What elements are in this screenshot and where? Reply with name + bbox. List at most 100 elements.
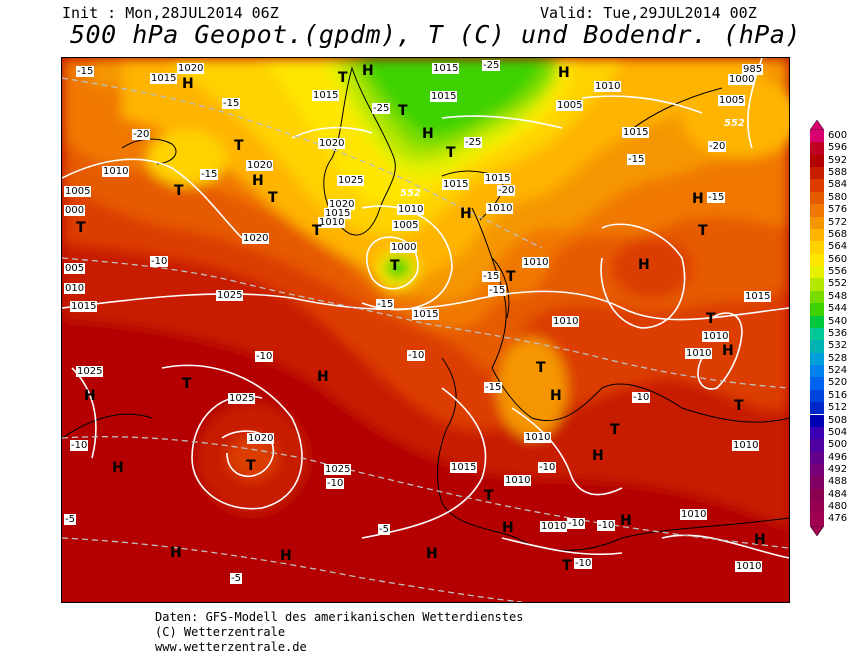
legend-value: 532 <box>828 340 848 352</box>
isobar-label: 1010 <box>397 204 425 215</box>
legend-value: 488 <box>828 476 848 488</box>
low-pressure-marker: T <box>734 398 744 414</box>
legend-value: 596 <box>828 142 848 154</box>
isobar-label: 1015 <box>150 73 178 84</box>
legend-swatch <box>810 204 824 217</box>
isobar-label: 1010 <box>318 217 346 228</box>
isotherm-label: -15 <box>627 154 646 165</box>
isobar-label: 1015 <box>412 309 440 320</box>
isotherm-label: -10 <box>255 351 274 362</box>
isotherm-label: -10 <box>632 392 651 403</box>
isotherm-label: -25 <box>464 137 483 148</box>
legend-value: 592 <box>828 154 848 166</box>
isotherm-label: -10 <box>407 350 426 361</box>
isobar-label: 010 <box>64 283 86 294</box>
isotherm-label: -15 <box>222 98 241 109</box>
high-pressure-marker: H <box>460 206 472 222</box>
isobar-label: 1025 <box>324 464 352 475</box>
legend-value: 556 <box>828 266 848 278</box>
isotherm-label: -15 <box>482 271 501 282</box>
isobar-label: 1020 <box>328 199 356 210</box>
isobar-label: 1020 <box>247 433 275 444</box>
legend-value: 524 <box>828 365 848 377</box>
legend-swatch <box>810 451 824 464</box>
legend-swatch <box>810 365 824 378</box>
isobar-label: 1005 <box>718 95 746 106</box>
high-pressure-marker: H <box>112 460 124 476</box>
low-pressure-marker: T <box>536 360 546 376</box>
legend-swatch <box>810 130 824 143</box>
isobar-label: 1010 <box>552 316 580 327</box>
high-pressure-marker: H <box>170 545 182 561</box>
isobar-label: 1010 <box>540 521 568 532</box>
legend-swatch <box>810 315 824 328</box>
isobar-label: 1015 <box>312 90 340 101</box>
isotherm-label: -15 <box>488 285 507 296</box>
legend-swatch <box>810 191 824 205</box>
high-pressure-marker: H <box>362 63 374 79</box>
isobar-label: 1015 <box>450 462 478 473</box>
low-pressure-marker: T <box>268 190 278 206</box>
high-pressure-marker: H <box>550 388 562 404</box>
isobar-label: 1015 <box>430 91 458 102</box>
isotherm-label: -20 <box>708 141 727 152</box>
legend-swatch <box>810 216 824 229</box>
high-pressure-marker: H <box>317 369 329 385</box>
legend-value: 480 <box>828 501 848 513</box>
isotherm-label: -15 <box>76 66 95 77</box>
legend-swatch <box>810 513 824 526</box>
legend-swatch <box>810 340 824 353</box>
isobar-label: 1010 <box>594 81 622 92</box>
isotherm-label: -10 <box>70 440 89 451</box>
high-pressure-marker: H <box>620 513 632 529</box>
isobar-label: 1010 <box>102 166 130 177</box>
low-pressure-marker: T <box>76 220 86 236</box>
isobar-label: 1010 <box>522 257 550 268</box>
legend-swatch <box>810 352 824 366</box>
low-pressure-marker: T <box>398 103 408 119</box>
isotherm-label: -10 <box>326 478 345 489</box>
legend-swatch <box>810 266 824 279</box>
isobar-label: 1010 <box>735 561 763 572</box>
high-pressure-marker: H <box>722 343 734 359</box>
isobar-label: 1000 <box>728 74 756 85</box>
low-pressure-marker: T <box>610 422 620 438</box>
legend-swatch <box>810 290 824 304</box>
low-pressure-marker: T <box>234 138 244 154</box>
low-pressure-marker: T <box>506 269 516 285</box>
legend-value: 492 <box>828 463 848 475</box>
isobar-label: 1025 <box>228 393 256 404</box>
legend-swatch <box>810 142 824 155</box>
legend-value: 560 <box>828 253 848 265</box>
legend-top-arrow <box>810 120 824 130</box>
isotherm-label: -15 <box>707 192 726 203</box>
isobar-label: 1010 <box>504 475 532 486</box>
isotherm-label: -20 <box>132 129 151 140</box>
contour-552-label: 552 <box>724 118 745 129</box>
high-pressure-marker: H <box>558 65 570 81</box>
high-pressure-marker: H <box>426 546 438 562</box>
legend-value: 536 <box>828 327 848 339</box>
low-pressure-marker: T <box>174 183 184 199</box>
valid-time: Valid: Tue,29JUL2014 00Z <box>540 4 757 22</box>
isotherm-label: -15 <box>484 382 503 393</box>
isobar-label: 1005 <box>556 100 584 111</box>
high-pressure-marker: H <box>252 173 264 189</box>
legend-value: 484 <box>828 488 848 500</box>
legend-value: 528 <box>828 352 848 364</box>
legend-swatch <box>810 476 824 489</box>
high-pressure-marker: H <box>692 191 704 207</box>
legend-value: 584 <box>828 179 848 191</box>
isobar-label: 1010 <box>486 203 514 214</box>
isotherm-label: -10 <box>574 558 593 569</box>
legend-swatch <box>810 154 824 168</box>
legend-value: 516 <box>828 389 848 401</box>
legend-swatch <box>810 488 824 502</box>
isobar-label: 1010 <box>680 509 708 520</box>
legend-swatch <box>810 439 824 452</box>
isobar-label: 1015 <box>744 291 772 302</box>
low-pressure-marker: T <box>484 488 494 504</box>
isobar-label: 1025 <box>216 290 244 301</box>
footer-url: www.wetterzentrale.de <box>155 640 307 654</box>
legend-swatch <box>810 253 824 267</box>
